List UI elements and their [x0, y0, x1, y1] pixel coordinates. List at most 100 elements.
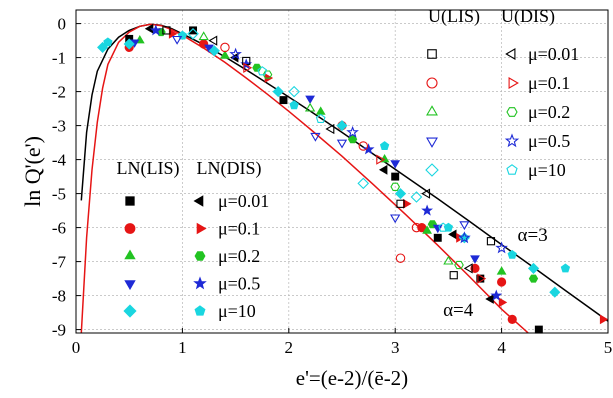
data-point	[379, 141, 390, 151]
data-point	[208, 45, 220, 57]
x-tick-label: 4	[497, 338, 506, 357]
data-point	[362, 143, 375, 155]
data-point	[325, 123, 335, 135]
data-point	[448, 229, 457, 240]
data-point	[454, 260, 464, 270]
legend-header: U(LIS)	[428, 6, 480, 27]
data-point	[422, 225, 432, 234]
data-point	[391, 172, 400, 181]
data-point	[220, 50, 230, 59]
data-point	[449, 271, 458, 280]
data-point	[358, 141, 369, 151]
y-tick-label: -8	[52, 287, 66, 306]
data-point	[252, 63, 262, 72]
legend-label: μ=10	[218, 301, 256, 321]
data-point	[229, 47, 242, 60]
data-point	[459, 221, 470, 231]
data-point	[496, 266, 507, 275]
data-point	[402, 198, 412, 209]
y-tick-label: -4	[52, 151, 67, 170]
data-point	[527, 262, 540, 274]
y-tick-label: -9	[52, 321, 66, 340]
legend-marker	[124, 249, 136, 260]
legend-marker	[506, 107, 518, 117]
legend-header: LN(LIS)	[117, 158, 180, 179]
data-point	[390, 182, 401, 191]
legend-marker	[425, 163, 439, 177]
data-point	[346, 125, 359, 138]
legend-marker	[124, 223, 136, 234]
data-point	[485, 294, 494, 304]
x-tick-label: 5	[604, 338, 613, 357]
legend-marker	[426, 77, 438, 89]
data-point	[433, 233, 442, 242]
y-tick-label: -3	[52, 117, 66, 136]
data-point	[486, 237, 496, 246]
data-point	[421, 188, 431, 199]
legend-label: μ=0.2	[218, 246, 260, 266]
y-tick-label: -7	[52, 253, 67, 272]
legend-header: LN(DIS)	[197, 158, 262, 179]
data-point	[289, 100, 299, 110]
legend-marker	[123, 304, 137, 318]
curve-label: α=4	[443, 300, 474, 321]
x-tick-label: 3	[391, 338, 400, 357]
data-point	[257, 66, 268, 76]
legend-marker	[124, 280, 136, 291]
data-point	[189, 26, 198, 35]
y-tick-label: -5	[52, 185, 66, 204]
data-point	[507, 314, 517, 324]
data-point	[549, 286, 561, 298]
y-axis-label: ln Q'(e')	[20, 136, 45, 207]
data-point	[410, 191, 423, 203]
axis-ticks: 0 1 2 3 4 5 0 -1 -2 -3 -4 -5 -6 -7 -8 -9	[52, 15, 612, 357]
y-tick-label: 0	[58, 15, 67, 34]
y-tick-label: -2	[52, 83, 66, 102]
data-point	[560, 263, 571, 273]
legend-label: μ=0.01	[528, 44, 579, 64]
data-point	[288, 85, 300, 98]
data-point	[171, 35, 183, 45]
legend-label: μ=0.1	[528, 73, 570, 93]
data-point	[476, 274, 485, 283]
legend-marker	[194, 251, 206, 261]
x-tick-label: 2	[285, 338, 294, 357]
data-point	[496, 277, 507, 287]
data-point	[443, 255, 454, 265]
legend-marker	[426, 137, 438, 148]
data-points	[97, 23, 609, 334]
data-point	[507, 249, 517, 259]
data-point	[336, 139, 348, 149]
data-point	[470, 263, 480, 273]
legend-marker	[508, 77, 519, 89]
plot-frame	[75, 9, 609, 334]
legend-marker	[196, 222, 207, 235]
data-point	[103, 37, 113, 47]
data-point	[395, 253, 406, 263]
data-point	[243, 62, 253, 73]
legend-marker	[505, 48, 516, 60]
data-point	[534, 325, 543, 334]
legend-label: μ=0.5	[218, 274, 260, 294]
data-point	[390, 214, 401, 224]
data-point	[470, 255, 480, 264]
data-point	[149, 24, 162, 36]
data-point	[162, 26, 171, 35]
legend-label: μ=10	[528, 160, 566, 180]
data-point	[421, 204, 434, 216]
data-point	[198, 31, 209, 41]
data-point	[357, 177, 370, 190]
data-point	[315, 106, 326, 115]
data-point	[305, 95, 315, 104]
data-point	[279, 96, 288, 105]
y-tick-label: -1	[52, 49, 66, 68]
data-point	[477, 273, 487, 284]
curve-label: α=3	[518, 225, 548, 246]
legend-marker	[193, 195, 204, 207]
legend-marker	[194, 305, 206, 316]
legend-marker	[193, 276, 207, 290]
data-point	[376, 154, 386, 165]
legend-marker	[426, 105, 438, 116]
